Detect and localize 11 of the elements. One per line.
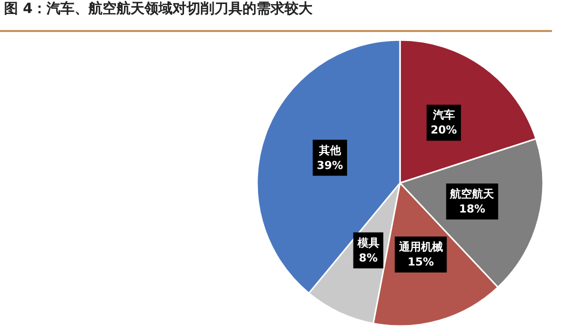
slice-label: 模具	[356, 236, 380, 250]
slice-label: 其他	[318, 144, 342, 157]
data-label: 18%	[458, 202, 486, 216]
data-label: 8%	[358, 251, 378, 264]
slice-label: 航空航天	[449, 188, 496, 201]
slice-label: 汽车	[432, 108, 455, 122]
slice-label: 通用机械	[398, 240, 443, 254]
data-label: 15%	[408, 256, 434, 269]
chart-title: 图 4：汽车、航空航天领域对切削刀具的需求较大	[0, 0, 552, 32]
data-label: 39%	[316, 158, 344, 172]
data-label: 20%	[430, 124, 457, 137]
